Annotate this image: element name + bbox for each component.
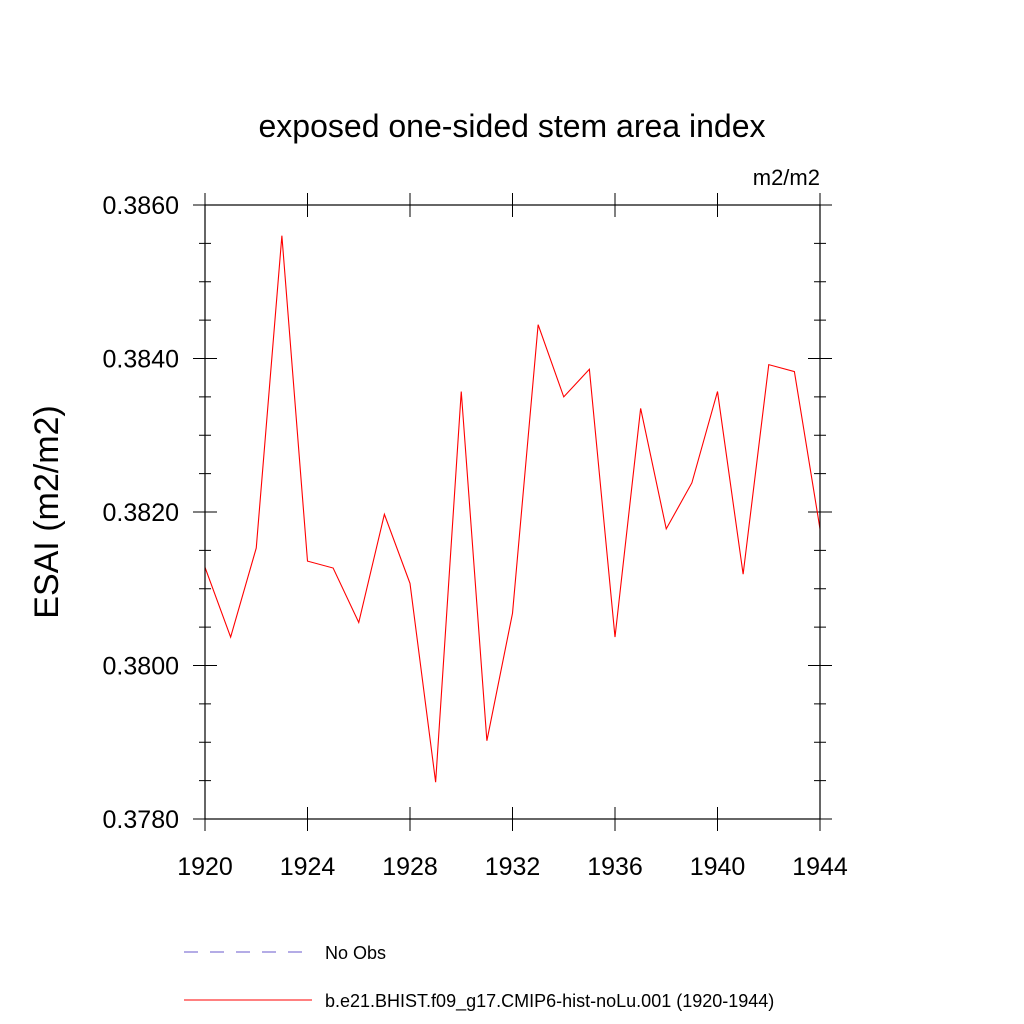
- chart-units: m2/m2: [753, 165, 820, 190]
- x-tick-label: 1924: [280, 853, 336, 881]
- plot-frame: [204, 204, 821, 820]
- series-layer: [204, 235, 821, 783]
- y-tick-label: 0.3860: [103, 192, 179, 220]
- y-tick-label: 0.3840: [103, 346, 179, 374]
- x-tick-label: 1944: [792, 853, 848, 881]
- y-axis-label: ESAI (m2/m2): [28, 405, 66, 618]
- y-tick-label: 0.3800: [103, 653, 179, 681]
- y-tick-label: 0.3780: [103, 806, 179, 834]
- x-tick-label: 1940: [690, 853, 746, 881]
- series-line: [204, 235, 821, 783]
- x-tick-label: 1920: [177, 853, 233, 881]
- legend: No Obs b.e21.BHIST.f09_g17.CMIP6-hist-noL…: [184, 943, 774, 1012]
- y-tick-label: 0.3820: [103, 499, 179, 527]
- chart-title: exposed one-sided stem area index: [259, 108, 766, 144]
- axis-ticks: 1920 1924 1928 1932 1936 1940 1944 0.3780 0.3800…: [103, 192, 848, 881]
- x-tick-label: 1932: [485, 853, 541, 881]
- legend-label: No Obs: [325, 943, 386, 963]
- x-tick-label: 1936: [587, 853, 643, 881]
- x-tick-label: 1928: [382, 853, 438, 881]
- legend-label: b.e21.BHIST.f09_g17.CMIP6-hist-noLu.001 …: [325, 991, 774, 1012]
